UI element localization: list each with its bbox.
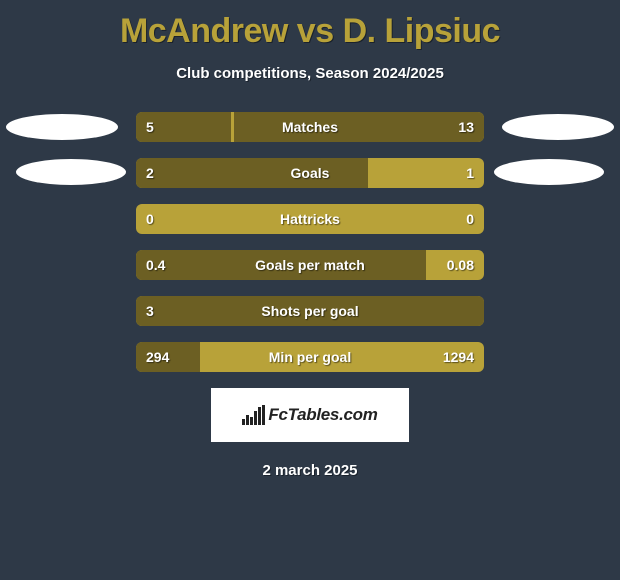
stat-value-left: 0.4 [146,250,165,280]
barchart-icon [242,405,266,425]
player-marker-left [16,159,126,185]
stat-bar: 3Shots per goal [136,296,484,326]
bar-fill-left [136,296,484,326]
stat-value-right: 0 [466,204,474,234]
comparison-subtitle: Club competitions, Season 2024/2025 [0,65,620,82]
bar-background [136,204,484,234]
comparison-title: McAndrew vs D. Lipsiuc [0,0,620,51]
date-label: 2 march 2025 [0,462,620,479]
stat-value-right: 1 [466,158,474,188]
logo-text: FcTables.com [268,405,377,425]
stat-bar: 294Min per goal1294 [136,342,484,372]
stat-bar: 5Matches13 [136,112,484,142]
player-marker-right [494,159,604,185]
fctables-logo: FcTables.com [211,388,409,442]
stat-value-right: 1294 [443,342,474,372]
bar-fill-left [136,158,368,188]
stat-value-left: 0 [146,204,154,234]
stat-value-left: 2 [146,158,154,188]
stat-row: 294Min per goal1294 [0,342,620,372]
stat-value-left: 294 [146,342,169,372]
stat-bar: 0.4Goals per match0.08 [136,250,484,280]
stat-row: 2Goals1 [0,158,620,188]
stat-row: 0Hattricks0 [0,204,620,234]
player-marker-right [502,114,614,140]
stat-value-left: 5 [146,112,154,142]
stat-value-right: 0.08 [447,250,474,280]
stat-bar: 0Hattricks0 [136,204,484,234]
stat-bar: 2Goals1 [136,158,484,188]
stat-row: 5Matches13 [0,112,620,142]
bar-fill-right [234,112,484,142]
bar-fill-left [136,250,426,280]
stat-value-right: 13 [458,112,474,142]
comparison-chart: 5Matches13 2Goals1 0Hattricks0 0.4Goals per… [0,112,620,372]
stat-row: 0.4Goals per match0.08 [0,250,620,280]
stat-row: 3Shots per goal [0,296,620,326]
player-marker-left [6,114,118,140]
stat-value-left: 3 [146,296,154,326]
